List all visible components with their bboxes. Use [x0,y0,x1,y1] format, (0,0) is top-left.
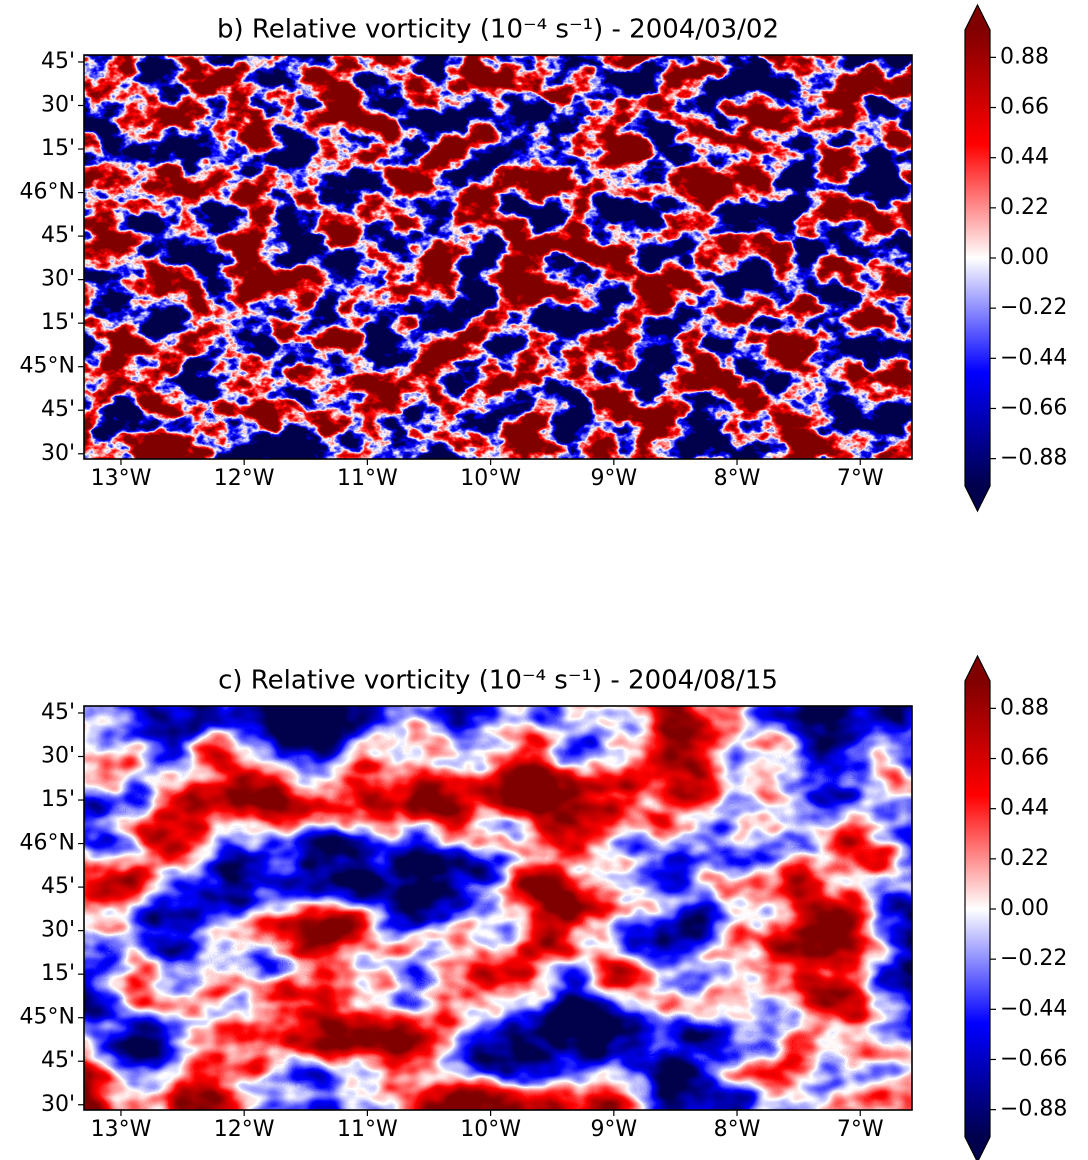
colorbar-frame [964,654,991,1160]
y-tick-label: 30' [41,1092,75,1117]
vorticity-field [84,706,912,1110]
colorbar-extend-bottom [965,1137,990,1160]
y-tick-label: 45' [41,1048,75,1073]
y-tick-label: 30' [41,918,75,943]
colorbar-tick-label: −0.44 [1000,996,1067,1021]
colorbar-tick-label: 0.88 [1000,44,1049,69]
y-tick-label: 30' [41,744,75,769]
chart-title: b) Relative vorticity (10⁻⁴ s⁻¹) - 2004/… [217,15,779,45]
chart-title: c) Relative vorticity (10⁻⁴ s⁻¹) - 2004/… [218,666,778,696]
y-tick-label: 45' [41,223,75,248]
y-tick-label: 45' [41,874,75,899]
colorbar-frame [964,3,991,513]
colorbar-tick-label: 0.88 [1000,695,1049,720]
y-tick-label: 15' [41,136,75,161]
colorbar-extend-top [965,5,990,30]
y-tick-label: 45°N [20,354,75,379]
colorbar-extend-top [965,656,990,681]
colorbar-tick-label: −0.22 [1000,946,1067,971]
y-tick-label: 46°N [20,831,75,856]
x-tick-label: 12°W [214,1117,275,1142]
x-tick-label: 12°W [214,466,275,491]
x-tick-label: 13°W [91,1117,152,1142]
y-tick-label: 15' [41,310,75,335]
x-tick-label: 9°W [590,1117,637,1142]
y-tick-label: 45°N [20,1005,75,1030]
colorbar-tick-label: 0.22 [1000,195,1049,220]
plot-frame [83,705,913,1111]
x-tick-label: 8°W [714,466,761,491]
x-tick-label: 13°W [91,466,152,491]
y-tick-label: 46°N [20,180,75,205]
x-tick-label: 7°W [837,1117,884,1142]
x-tick-label: 8°W [714,1117,761,1142]
y-tick-label: 30' [41,93,75,118]
colorbar [965,681,990,1137]
colorbar-tick-label: 0.22 [1000,846,1049,871]
colorbar-tick-label: −0.66 [1000,395,1067,420]
colorbar-tick-label: 0.66 [1000,95,1049,120]
colorbar [965,30,990,486]
colorbar-tick-label: −0.66 [1000,1046,1067,1071]
colorbar-tick-label: 0.00 [1000,245,1049,270]
x-tick-label: 9°W [590,466,637,491]
y-tick-label: 30' [41,441,75,466]
colorbar-tick-label: −0.88 [1000,1097,1067,1122]
y-tick-label: 15' [41,961,75,986]
x-tick-label: 7°W [837,466,884,491]
x-tick-label: 11°W [337,1117,398,1142]
colorbar-tick-label: 0.44 [1000,145,1049,170]
plot-frame [83,54,913,460]
x-tick-label: 10°W [460,466,521,491]
y-tick-label: 45' [41,397,75,422]
y-tick-label: 15' [41,787,75,812]
vorticity-field [84,55,912,459]
colorbar-tick-label: 0.44 [1000,796,1049,821]
x-tick-label: 11°W [337,466,398,491]
colorbar-tick-label: −0.44 [1000,345,1067,370]
colorbar-tick-label: 0.66 [1000,746,1049,771]
y-tick-label: 45' [41,700,75,725]
colorbar-tick-label: 0.00 [1000,896,1049,921]
colorbar-extend-bottom [965,486,990,511]
y-tick-label: 30' [41,267,75,292]
y-tick-label: 45' [41,49,75,74]
colorbar-tick-label: −0.88 [1000,446,1067,471]
x-tick-label: 10°W [460,1117,521,1142]
colorbar-tick-label: −0.22 [1000,295,1067,320]
